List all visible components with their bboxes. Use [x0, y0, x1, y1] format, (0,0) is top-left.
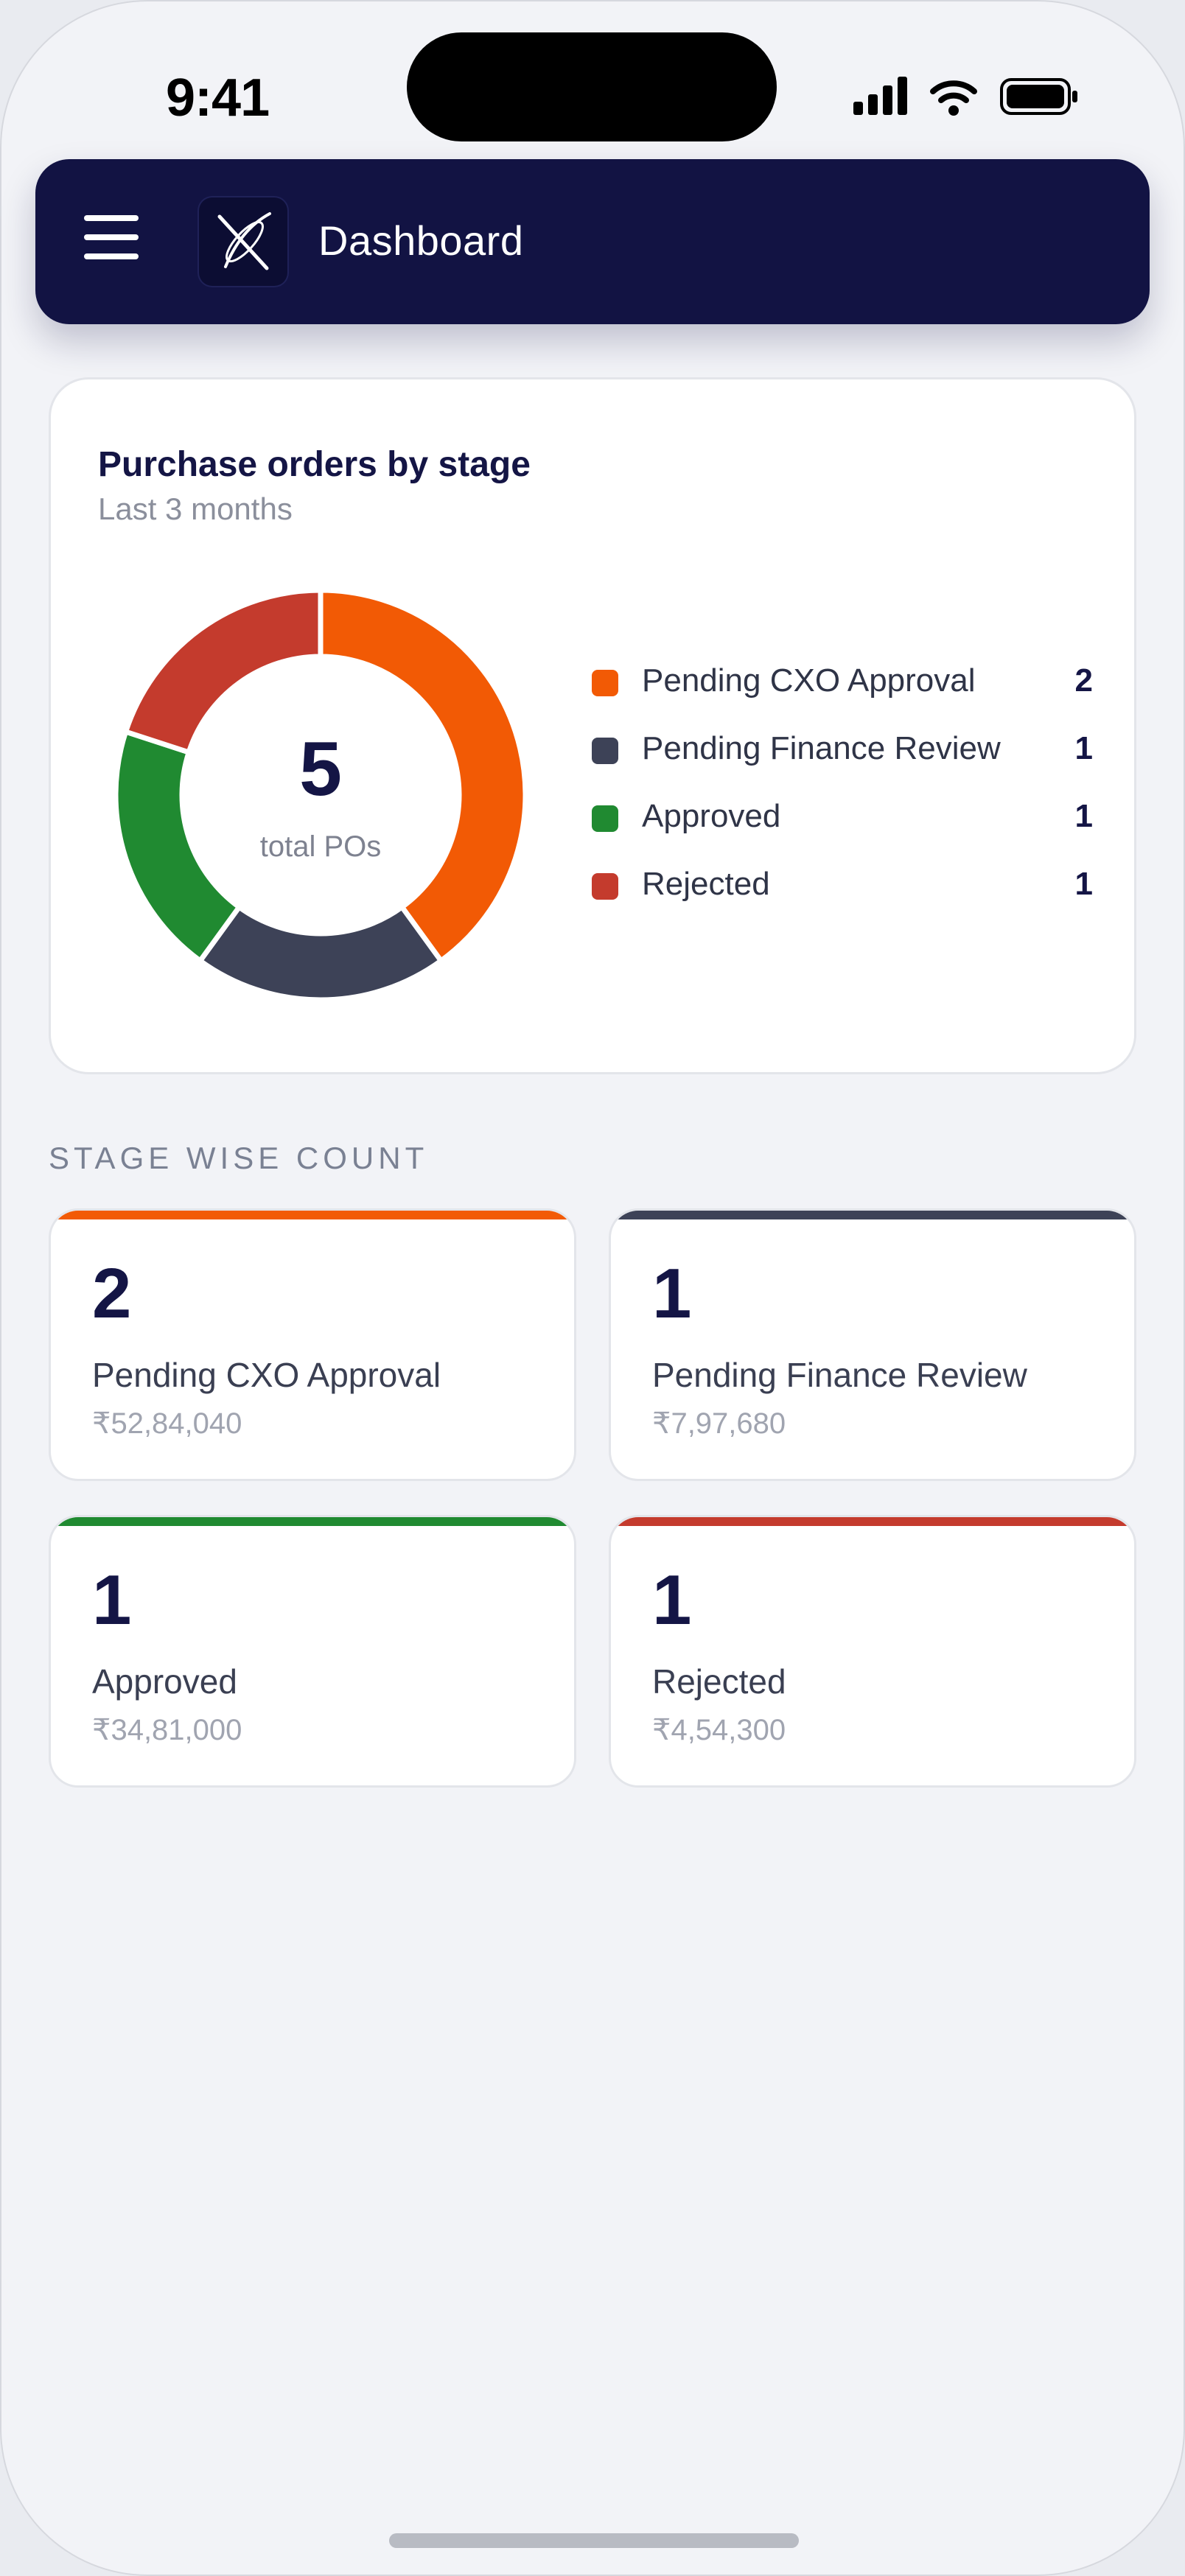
- purchase-orders-chart-card: Purchase orders by stage Last 3 months 5…: [49, 377, 1136, 1074]
- dynamic-island: [407, 32, 777, 141]
- section-heading-stage-wise-count: STAGE WISE COUNT: [49, 1141, 429, 1175]
- donut-chart: 5 total POs: [113, 587, 528, 1003]
- menu-button[interactable]: [84, 212, 143, 271]
- chart-title: Purchase orders by stage: [98, 445, 531, 484]
- stage-label: Rejected: [652, 1662, 786, 1701]
- legend-swatch: [592, 805, 618, 832]
- donut-slice-pending-finance-review[interactable]: [198, 904, 444, 1003]
- hamburger-menu-icon: [84, 215, 139, 221]
- legend-item-pending-finance-review[interactable]: Pending Finance Review 1: [592, 727, 1093, 771]
- stage-amount: ₹7,97,680: [652, 1407, 786, 1440]
- stage-count: 2: [92, 1254, 132, 1333]
- hamburger-line: [84, 234, 139, 240]
- stage-card-accent-bar: [51, 1517, 574, 1526]
- legend-swatch: [592, 670, 618, 696]
- cellular-signal-icon: [853, 77, 907, 115]
- legend-label: Pending Finance Review: [642, 730, 1001, 766]
- donut-slice-pending-cxo-approval[interactable]: [318, 587, 528, 964]
- legend-item-pending-cxo-approval[interactable]: Pending CXO Approval 2: [592, 659, 1093, 704]
- stage-card-accent-bar: [611, 1211, 1134, 1219]
- donut-slice-rejected[interactable]: [123, 587, 324, 755]
- stage-count: 1: [652, 1254, 692, 1333]
- legend-value: 1: [1074, 866, 1093, 902]
- donut-total-value: 5: [299, 727, 342, 812]
- legend-swatch: [592, 873, 618, 900]
- stage-card-rejected[interactable]: 1 Rejected ₹4,54,300: [609, 1515, 1136, 1788]
- chart-subtitle: Last 3 months: [98, 491, 293, 526]
- legend-label: Rejected: [642, 866, 770, 902]
- legend-item-approved[interactable]: Approved 1: [592, 795, 1093, 839]
- stage-card-approved[interactable]: 1 Approved ₹34,81,000: [49, 1515, 576, 1788]
- legend-item-rejected[interactable]: Rejected 1: [592, 863, 1093, 907]
- stage-card-accent-bar: [611, 1517, 1134, 1526]
- stage-card-pending-cxo-approval[interactable]: 2 Pending CXO Approval ₹52,84,040: [49, 1208, 576, 1481]
- app-logo-icon: [199, 197, 287, 286]
- status-time: 9:41: [166, 69, 270, 127]
- stage-amount: ₹4,54,300: [652, 1714, 786, 1746]
- stage-label: Approved: [92, 1662, 237, 1701]
- battery-icon: [1000, 78, 1077, 115]
- stage-amount: ₹52,84,040: [92, 1407, 242, 1440]
- legend-swatch: [592, 738, 618, 764]
- header-title: Dashboard: [318, 217, 524, 264]
- stage-label: Pending CXO Approval: [92, 1356, 441, 1394]
- hamburger-line: [84, 253, 139, 259]
- stage-count: 1: [92, 1561, 132, 1639]
- stage-card-accent-bar: [51, 1211, 574, 1219]
- legend-value: 1: [1074, 730, 1093, 766]
- stage-label: Pending Finance Review: [652, 1356, 1027, 1394]
- legend-label: Approved: [642, 798, 781, 834]
- donut-slice-approved[interactable]: [113, 729, 242, 964]
- donut-chart-svg: [113, 587, 528, 1003]
- stage-card-pending-finance-review[interactable]: 1 Pending Finance Review ₹7,97,680: [609, 1208, 1136, 1481]
- donut-total-label: total POs: [259, 830, 382, 863]
- app-header: Dashboard: [35, 159, 1150, 324]
- home-indicator[interactable]: [389, 2533, 799, 2548]
- wifi-icon: [930, 80, 977, 116]
- stage-count: 1: [652, 1561, 692, 1639]
- legend-value: 1: [1074, 798, 1093, 834]
- legend-value: 2: [1074, 662, 1093, 699]
- stage-amount: ₹34,81,000: [92, 1714, 242, 1746]
- legend-label: Pending CXO Approval: [642, 662, 976, 699]
